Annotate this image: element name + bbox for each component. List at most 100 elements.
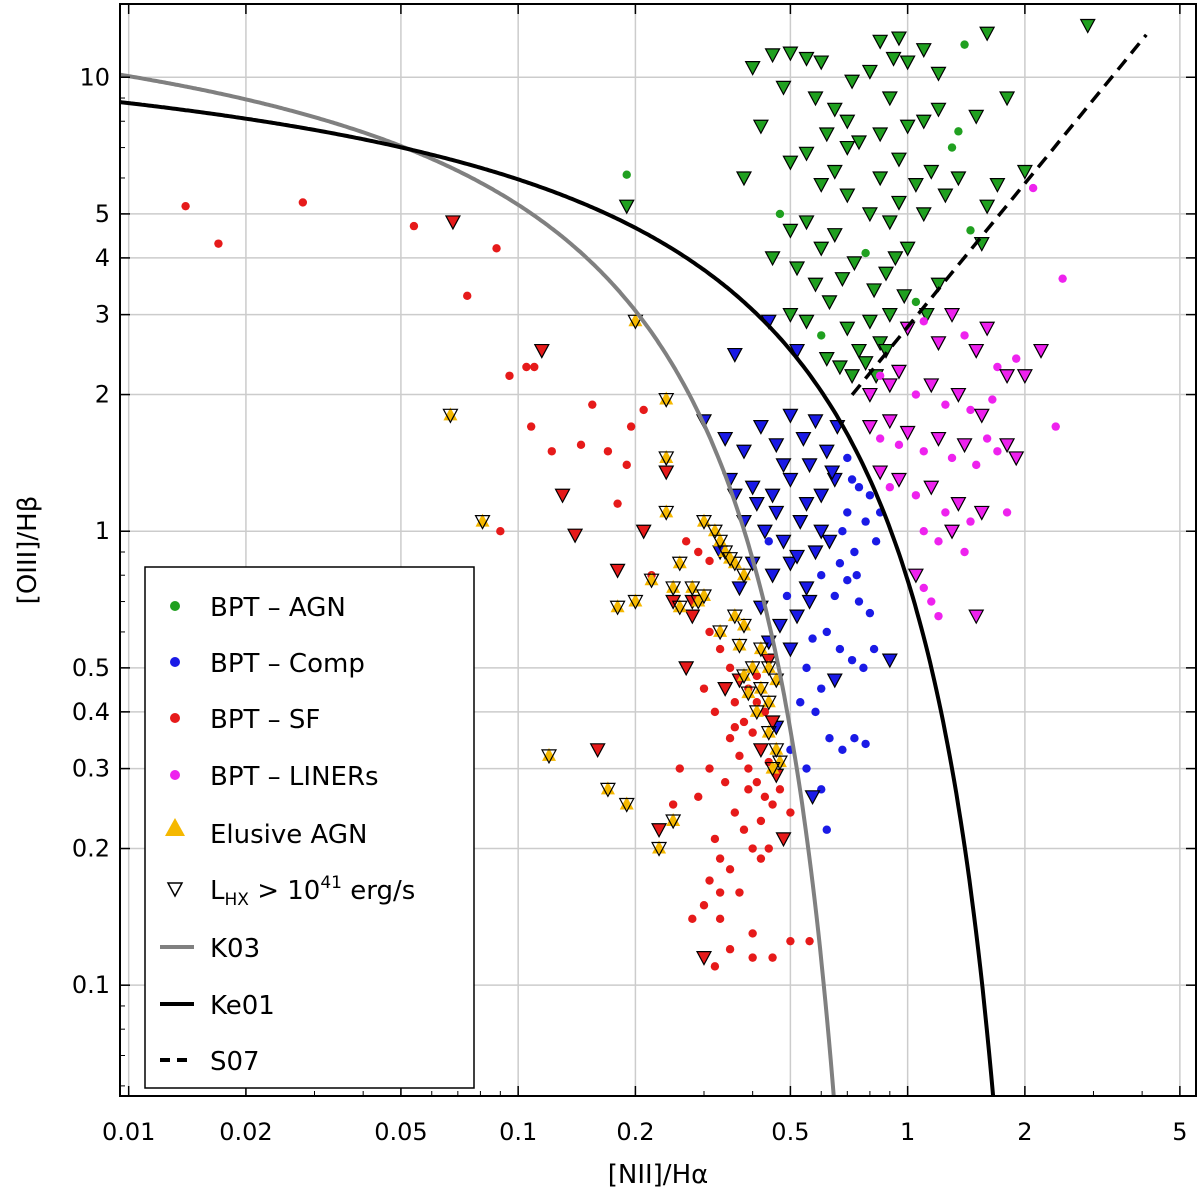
point-lhx-agn-81 xyxy=(826,164,843,180)
y-tick-label-3: 0.4 xyxy=(72,698,110,726)
y-tick-label-8: 4 xyxy=(95,244,110,272)
point-comp-9 xyxy=(796,432,811,446)
point-sf-20 xyxy=(636,525,651,539)
point-lhx-agn-64 xyxy=(798,314,815,330)
point-lhx-agn-63 xyxy=(782,308,799,323)
point-comp-48 xyxy=(847,655,857,665)
point-lhx-sf-4 xyxy=(444,215,461,231)
point-lhx-agn-74 xyxy=(857,356,874,372)
y-axis-title: [OIII]/Hβ xyxy=(13,496,43,605)
point-agn-51 xyxy=(980,200,995,214)
point-agn-19 xyxy=(960,40,969,49)
y-tick-label-0: 0.1 xyxy=(72,971,110,999)
point-lhx-agn-62 xyxy=(896,289,913,305)
point-agn-26 xyxy=(882,92,897,106)
point-agn-45 xyxy=(938,189,953,203)
point-sf-59 xyxy=(715,888,725,897)
point-lhx-liner-58 xyxy=(1008,451,1025,467)
point-comp-4 xyxy=(718,432,733,446)
point-agn-21 xyxy=(1080,19,1095,33)
point-agn-77 xyxy=(911,297,921,307)
point-comp-40 xyxy=(854,597,864,606)
point-lhx-sf-80 xyxy=(589,743,606,759)
legend-label-ke01: Ke01 xyxy=(210,991,275,1021)
point-lhx-elusive-18 xyxy=(609,600,626,616)
point-lhx-agn-27 xyxy=(839,114,856,130)
point-agn-36 xyxy=(827,228,842,242)
point-lhx-agn-7 xyxy=(752,119,769,135)
point-comp-72 xyxy=(865,491,875,500)
point-lhx-agn-53 xyxy=(789,261,806,277)
point-lhx-agn-2 xyxy=(744,61,761,76)
point-lhx-liner-16 xyxy=(881,378,898,394)
point-liner-29 xyxy=(900,426,915,440)
point-agn-3 xyxy=(765,48,780,62)
point-lhx-elusive-38 xyxy=(665,814,682,830)
point-sf-5 xyxy=(492,244,501,253)
point-agn-59 xyxy=(867,283,882,297)
point-lhx-agn-40 xyxy=(881,215,898,231)
point-liner-7 xyxy=(969,344,984,358)
point-agn-81 xyxy=(827,165,842,179)
curve-ke01 xyxy=(120,100,996,1096)
point-sf-4 xyxy=(445,215,460,229)
point-lhx-comp-55 xyxy=(826,673,843,689)
point-liner-20 xyxy=(941,400,950,409)
legend-box xyxy=(144,566,475,1089)
point-lhx-agn-45 xyxy=(937,188,954,204)
point-sf-78 xyxy=(705,764,714,773)
point-lhx-agn-88 xyxy=(915,207,932,223)
point-comp-7 xyxy=(769,438,784,452)
point-lhx-comp-84 xyxy=(801,594,818,610)
point-agn-12 xyxy=(862,65,877,79)
point-lhx-elusive-33 xyxy=(768,743,785,759)
point-comp-79 xyxy=(764,537,773,546)
point-lhx-agn-14 xyxy=(885,51,902,67)
point-sf-24 xyxy=(610,564,625,578)
point-liner-49 xyxy=(945,525,960,539)
point-lhx-comp-68 xyxy=(775,458,792,474)
point-comp-70 xyxy=(825,466,840,480)
point-lhx-comp-7 xyxy=(768,438,785,454)
point-agn-69 xyxy=(873,336,888,350)
point-lhx-comp-0 xyxy=(726,347,743,363)
legend-label-liner: BPT – LINERs xyxy=(210,762,379,792)
point-sf-62 xyxy=(688,914,697,924)
point-comp-18 xyxy=(799,497,814,511)
legend-lhx-mid: > 10 xyxy=(249,876,320,906)
point-sf-41 xyxy=(753,743,768,757)
point-lhx-liner-21 xyxy=(950,387,967,403)
point-agn-68 xyxy=(862,315,877,329)
point-comp-51 xyxy=(882,654,897,668)
point-liner-45 xyxy=(966,517,975,526)
point-sf-39 xyxy=(739,717,749,727)
point-comp-63 xyxy=(822,825,831,834)
point-liner-11 xyxy=(1012,354,1021,363)
point-lhx-agn-33 xyxy=(782,223,799,239)
x-tick-label-3: 0.1 xyxy=(499,1118,537,1146)
point-lhx-agn-87 xyxy=(813,178,830,193)
point-lhx-sf-21 xyxy=(554,488,571,504)
point-lhx-elusive-7 xyxy=(706,524,723,540)
point-lhx-liner-25 xyxy=(861,420,878,435)
point-agn-29 xyxy=(819,127,834,141)
point-lhx-sf-74 xyxy=(678,661,695,677)
point-lhx-agn-61 xyxy=(887,251,904,267)
point-agn-2 xyxy=(745,61,760,75)
point-agn-13 xyxy=(873,35,888,49)
point-lhx-sf-9 xyxy=(533,343,550,359)
point-comp-50 xyxy=(869,644,879,654)
point-sf-10 xyxy=(530,362,539,372)
point-comp-29 xyxy=(838,527,847,536)
point-lhx-elusive-15 xyxy=(695,589,712,605)
point-comp-75 xyxy=(749,497,764,511)
point-lhx-agn-69 xyxy=(872,336,889,352)
point-lhx-agn-82 xyxy=(872,127,889,143)
point-agn-56 xyxy=(835,272,850,286)
point-lhx-elusive-36 xyxy=(618,797,635,813)
point-lhx-agn-44 xyxy=(923,164,940,180)
point-liner-47 xyxy=(919,527,928,536)
point-liner-22 xyxy=(966,405,975,415)
point-liner-15 xyxy=(875,371,885,380)
point-liner-19 xyxy=(924,378,939,392)
